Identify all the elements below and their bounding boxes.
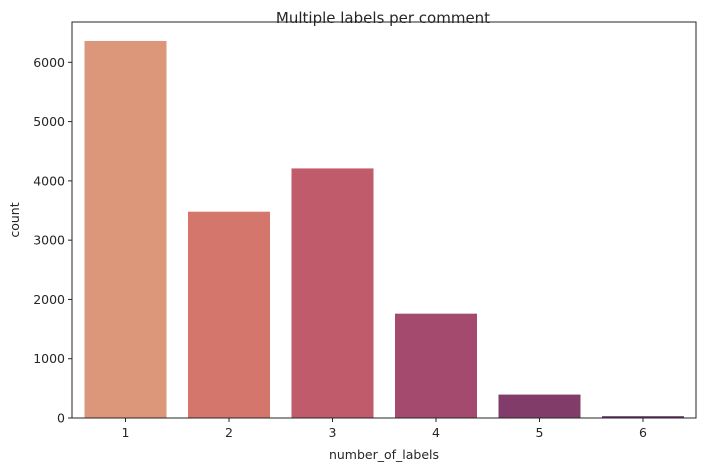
plot-frame [71,21,697,419]
x-tick-label: 4 [432,425,440,440]
y-tick-label: 2000 [33,292,65,307]
x-tick-label: 2 [225,425,233,440]
bars-layer [84,40,684,418]
bar-3 [291,168,374,418]
x-tick-label: 3 [329,425,337,440]
x-axis-title: number_of_labels [329,447,439,462]
y-axis-title: count [7,202,22,237]
x-tick-label: 5 [536,425,544,440]
y-tick-label: 0 [57,411,65,426]
y-tick-label: 3000 [33,233,65,248]
y-tick-label: 1000 [33,351,65,366]
bar-1 [84,40,167,418]
bar-2 [188,211,270,418]
bar-6 [602,416,684,418]
y-tick-label: 5000 [33,114,65,129]
y-axis-ticks: 0 1000 2000 3000 4000 5000 6000 [33,55,72,426]
y-tick-label: 6000 [33,55,65,70]
bar-5 [498,394,581,418]
x-tick-label: 6 [639,425,647,440]
chart-title: Multiple labels per comment [276,9,490,27]
bar-4 [395,313,477,418]
x-tick-label: 1 [122,425,130,440]
y-tick-label: 4000 [33,173,65,188]
x-axis-ticks: 1 2 3 4 5 6 [122,418,647,440]
